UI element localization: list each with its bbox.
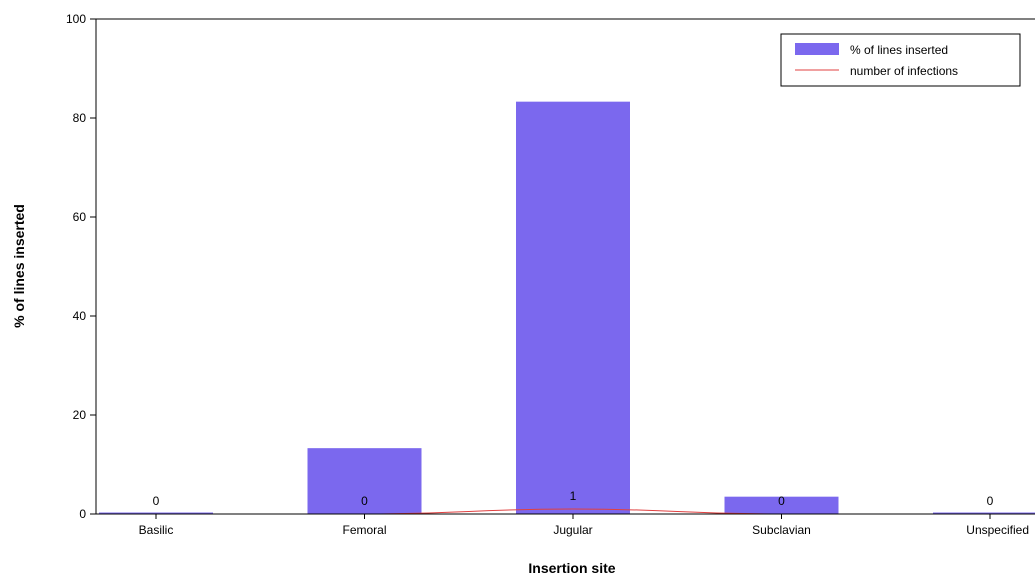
bars-group	[99, 101, 1035, 514]
axes-group	[95, 18, 1035, 515]
y-tick-label: 20	[73, 408, 87, 422]
x-tick-label: Unspecified	[966, 523, 1029, 537]
legend-label-bars: % of lines inserted	[850, 43, 948, 57]
x-tick-label: Femoral	[342, 523, 386, 537]
bar-subclavian	[724, 496, 839, 514]
legend-swatch-bar	[795, 43, 839, 55]
legend-box	[780, 33, 1021, 87]
data-label: 0	[778, 494, 785, 508]
legend-label-line: number of infections	[850, 64, 958, 78]
y-tick-label: 100	[66, 12, 86, 26]
bar-jugular	[516, 101, 630, 514]
y-tick-label: 40	[73, 309, 87, 323]
legend: % of lines inserted number of infections	[780, 33, 1021, 87]
x-tick-label: Jugular	[553, 523, 592, 537]
bar-basilic	[99, 512, 213, 514]
x-tick-label: Basilic	[139, 523, 174, 537]
x-axis-title: Insertion site	[528, 560, 615, 576]
x-tick-label: Subclavian	[752, 523, 811, 537]
y-tick-label: 60	[73, 210, 87, 224]
y-ticks-group: 0 20 40 60 80 100	[66, 12, 96, 521]
bar-femoral	[307, 448, 422, 514]
data-label: 0	[153, 494, 160, 508]
data-label: 1	[570, 489, 577, 503]
data-label: 0	[361, 494, 368, 508]
x-ticks-group: Basilic Femoral Jugular Subclavian Unspecifi…	[139, 514, 1029, 537]
y-tick-label: 0	[79, 507, 86, 521]
bar-unspecified	[933, 512, 1035, 514]
data-labels-group: 0 0 1 0 0	[153, 489, 994, 508]
y-axis-title: % of lines inserted	[11, 204, 27, 328]
y-tick-label: 80	[73, 111, 87, 125]
data-label: 0	[987, 494, 994, 508]
